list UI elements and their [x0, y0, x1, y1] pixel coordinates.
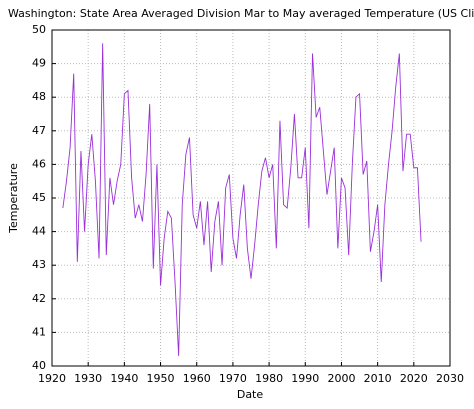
x-tick-label: 2010	[364, 372, 392, 385]
data-line	[62, 43, 422, 356]
plot-frame	[51, 29, 451, 367]
y-tick-label: 49	[32, 57, 46, 70]
y-tick-label: 46	[32, 157, 46, 170]
x-tick-label: 2030	[436, 372, 464, 385]
x-tick-label: 2000	[327, 372, 355, 385]
x-tick-label: 1950	[147, 372, 175, 385]
x-tick-label: 1940	[110, 372, 138, 385]
y-tick-label: 42	[32, 292, 46, 305]
y-tick-label: 43	[32, 258, 46, 271]
x-axis-label: Date	[237, 388, 264, 401]
y-tick-label: 41	[32, 325, 46, 338]
x-tick-label: 1990	[291, 372, 319, 385]
y-tick-label: 47	[32, 124, 46, 137]
y-tick-label: 40	[32, 359, 46, 372]
x-tick-label: 2020	[400, 372, 428, 385]
x-tick-label: 1970	[219, 372, 247, 385]
x-tick-label: 1960	[183, 372, 211, 385]
x-tick-label: 1920	[38, 372, 66, 385]
y-tick-label: 44	[32, 225, 46, 238]
y-axis-label: Temperature	[7, 163, 20, 234]
y-tick-label: 48	[32, 90, 46, 103]
chart-title: Washington: State Area Averaged Division…	[8, 7, 474, 20]
x-tick-label: 1980	[255, 372, 283, 385]
y-tick-label: 45	[32, 191, 46, 204]
x-tick-label: 1930	[74, 372, 102, 385]
y-tick-label: 50	[32, 23, 46, 36]
